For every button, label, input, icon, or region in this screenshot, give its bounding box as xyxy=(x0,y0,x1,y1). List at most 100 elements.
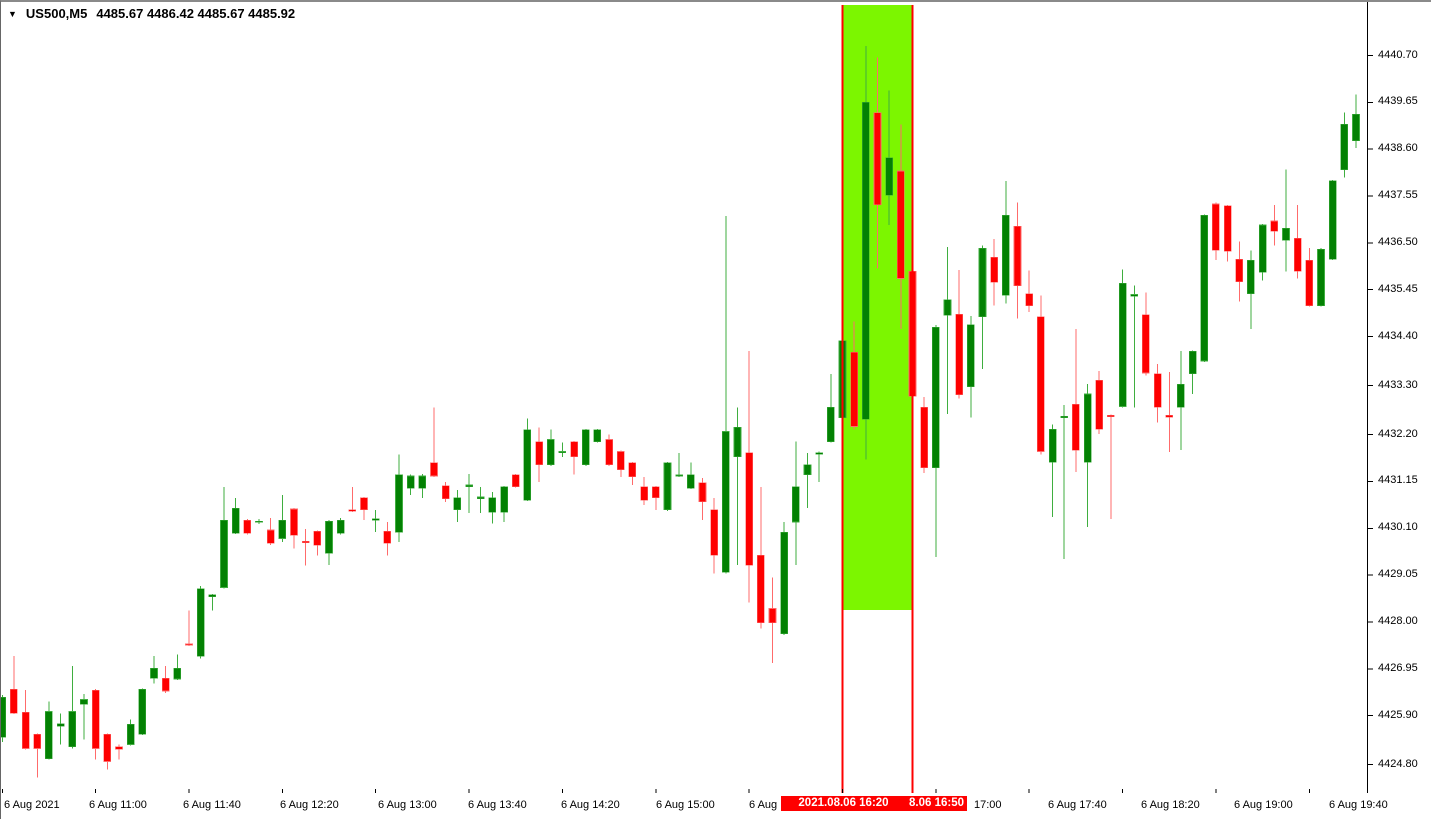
candle-body xyxy=(1142,314,1150,374)
x-axis-label: 6 Aug 17:40 xyxy=(1048,799,1107,811)
candle-body xyxy=(465,484,473,488)
x-axis-label: 6 Aug 11:00 xyxy=(89,799,147,811)
candle-body xyxy=(453,497,462,511)
candle-body xyxy=(383,531,392,544)
candle-body xyxy=(862,102,870,420)
candle-body xyxy=(126,724,135,745)
x-axis-label: 6 Aug 13:40 xyxy=(468,799,527,811)
candle-body xyxy=(80,699,88,705)
candle-body xyxy=(395,474,403,533)
candle-body xyxy=(1083,393,1092,463)
candle-body xyxy=(535,441,543,466)
candle-body xyxy=(220,519,228,588)
candle-body xyxy=(56,723,65,727)
candle-body xyxy=(932,326,940,468)
candle-body xyxy=(1177,383,1185,408)
candle-body xyxy=(278,519,287,539)
candle-body xyxy=(325,520,333,554)
x-axis-label: 6 Aug 19:00 xyxy=(1234,799,1293,811)
candle-body xyxy=(313,531,322,546)
candle-body xyxy=(511,474,520,488)
candle-body xyxy=(1048,428,1057,463)
candle-body xyxy=(185,643,193,646)
candle-body xyxy=(1153,373,1162,408)
candle-body xyxy=(1223,205,1232,252)
candle-body xyxy=(558,451,567,454)
y-axis-label: 4439.65 xyxy=(1378,95,1418,108)
candle-body xyxy=(441,485,450,500)
candle-body xyxy=(523,429,532,501)
candle-body xyxy=(978,247,987,318)
vline-time-tag: 2021.08.06 16:20 xyxy=(781,796,906,811)
candle-body xyxy=(243,519,252,534)
x-axis-label: 6 Aug 15:00 xyxy=(656,799,715,811)
y-axis-label: 4428.00 xyxy=(1378,614,1418,627)
candle-body xyxy=(45,711,53,760)
candle-body xyxy=(103,733,112,762)
candle-body xyxy=(1107,415,1115,417)
candle-body xyxy=(1235,259,1244,282)
x-axis-label: 6 Aug 12:20 xyxy=(280,799,339,811)
candle-body xyxy=(150,667,158,679)
candle-body xyxy=(628,462,637,478)
candle-body xyxy=(1,696,7,738)
candle-body xyxy=(21,712,30,749)
candle-body xyxy=(955,313,964,396)
candle-body xyxy=(266,529,275,544)
candle-body xyxy=(581,429,590,466)
candle-body xyxy=(488,497,497,513)
x-axis-label: 6 Aug 11:40 xyxy=(183,799,241,811)
candle-body xyxy=(348,509,357,512)
candle-body xyxy=(733,427,742,458)
x-axis-label: 17:00 xyxy=(974,799,1002,811)
time-axis: 6 Aug 2021 6 Aug 11:00 6 Aug 11:40 6 Aug 12… xyxy=(1,793,1431,819)
candle-body xyxy=(827,407,835,443)
candle-body xyxy=(745,452,753,566)
y-axis-label: 4437.55 xyxy=(1378,189,1418,202)
candle-body xyxy=(1188,350,1197,375)
candle-body xyxy=(803,464,812,476)
y-axis-label: 4425.90 xyxy=(1378,708,1418,721)
candle-body xyxy=(500,486,508,513)
candle-body xyxy=(675,474,683,477)
candle-body xyxy=(1013,226,1022,286)
candle-body xyxy=(1037,316,1045,452)
candle-body xyxy=(885,157,893,196)
candle-body xyxy=(651,486,660,499)
chart-dropdown-icon[interactable]: ▼ xyxy=(8,9,17,19)
candle-body xyxy=(710,509,718,556)
y-axis-label: 4429.05 xyxy=(1378,568,1418,581)
candle-body xyxy=(990,256,999,283)
y-axis-label: 4431.15 xyxy=(1378,474,1418,487)
y-axis-label: 4434.40 xyxy=(1378,329,1418,342)
candle-body xyxy=(1002,214,1010,296)
x-axis-label: 6 Aug 14:20 xyxy=(561,799,620,811)
candle-body xyxy=(68,711,77,748)
candle-body xyxy=(1130,294,1139,297)
y-axis-label: 4430.10 xyxy=(1378,521,1418,534)
candle-body xyxy=(1328,180,1337,260)
candle-body xyxy=(173,667,182,680)
candle-body xyxy=(91,689,100,749)
y-axis-label: 4436.50 xyxy=(1378,235,1418,248)
candle-body xyxy=(593,429,602,443)
candle-body xyxy=(1118,283,1127,407)
candle-body xyxy=(850,351,858,427)
candle-body xyxy=(10,688,18,714)
candle-body xyxy=(1258,224,1267,273)
candle-body xyxy=(336,519,345,534)
candle-body xyxy=(418,475,427,489)
candle-body xyxy=(920,407,928,468)
candle-body xyxy=(1165,415,1174,418)
candle-body xyxy=(1317,248,1325,306)
candle-body xyxy=(1247,259,1255,294)
candle-body xyxy=(1072,403,1080,451)
candle-body xyxy=(605,439,613,466)
candle-body xyxy=(943,299,952,316)
candle-body xyxy=(1270,220,1279,232)
candle-body xyxy=(768,608,777,624)
candle-body xyxy=(686,474,695,489)
candle-body xyxy=(33,733,42,749)
chart-title-bar: ▼ US500,M5 4485.67 4486.42 4485.67 4485.… xyxy=(8,6,295,21)
